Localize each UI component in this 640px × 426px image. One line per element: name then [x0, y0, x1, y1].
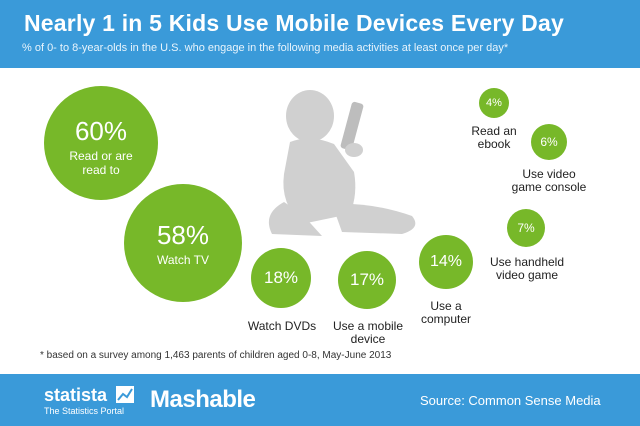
statista-mark-icon — [116, 386, 134, 403]
chart-subtitle: % of 0- to 8-year-olds in the U.S. who e… — [22, 42, 509, 54]
category-label-handheld-1: Use handheld — [489, 255, 565, 269]
footnote: * based on a survey among 1,463 parents … — [40, 350, 392, 361]
bubble-handheld-video-game: 7% — [507, 209, 545, 247]
category-label-mobile-1: Use a mobile — [332, 319, 404, 333]
category-label-ebook-2: ebook — [477, 137, 511, 151]
statista-tagline: The Statistics Portal — [44, 406, 125, 416]
bubble-mobile-device: 17% — [338, 251, 396, 309]
category-label-read-1: Read or are — [69, 149, 133, 163]
category-label-console-2: game console — [511, 180, 587, 194]
category-label-ebook-1: Read an — [471, 124, 517, 138]
category-label-console-1: Use video — [522, 167, 576, 181]
value-label-mobile: 17% — [349, 270, 385, 289]
category-label-handheld-2: video game — [495, 268, 559, 282]
value-label-ebook: 4% — [486, 97, 502, 109]
category-label-mobile-2: device — [350, 332, 386, 346]
value-label-handheld: 7% — [517, 221, 535, 235]
child-with-tablet-illustration — [268, 90, 416, 236]
category-label-dvd: Watch DVDs — [247, 319, 317, 333]
bubble-watch-dvds: 18% — [251, 248, 311, 308]
value-label-dvd: 18% — [263, 268, 299, 287]
value-label-tv: 58% — [156, 220, 210, 250]
header-banner: Nearly 1 in 5 Kids Use Mobile Devices Ev… — [0, 0, 640, 68]
value-label-console: 6% — [540, 135, 558, 149]
category-label-tv: Watch TV — [156, 253, 209, 267]
category-label-handheld: Use handheld video game — [482, 256, 572, 282]
source-text: Source: Common Sense Media — [420, 393, 601, 408]
category-label-computer: Use a computer — [406, 300, 486, 326]
category-label-ebook: Read an ebook — [462, 125, 526, 151]
bubble-video-game-console: 6% — [531, 124, 567, 160]
statista-logo: statista — [44, 385, 108, 405]
category-label-read-2: read to — [82, 163, 120, 177]
footer-banner: statista The Statistics Portal Mashable … — [0, 374, 640, 426]
bubble-read-ebook: 4% — [479, 88, 509, 118]
category-label-computer-2: computer — [420, 312, 472, 326]
bubble-watch-tv: 58% Watch TV — [124, 184, 242, 302]
mashable-logo: Mashable — [150, 386, 256, 413]
category-label-console: Use video game console — [503, 168, 595, 194]
category-label-computer-1: Use a — [430, 299, 462, 313]
bubble-computer: 14% — [419, 235, 473, 289]
chart-title: Nearly 1 in 5 Kids Use Mobile Devices Ev… — [24, 10, 564, 36]
category-label-mobile: Use a mobile device — [320, 320, 416, 346]
value-label-computer: 14% — [429, 253, 463, 270]
value-label-read: 60% — [74, 116, 128, 146]
bubble-read-or-read-to: 60% Read or are read to — [44, 86, 158, 200]
